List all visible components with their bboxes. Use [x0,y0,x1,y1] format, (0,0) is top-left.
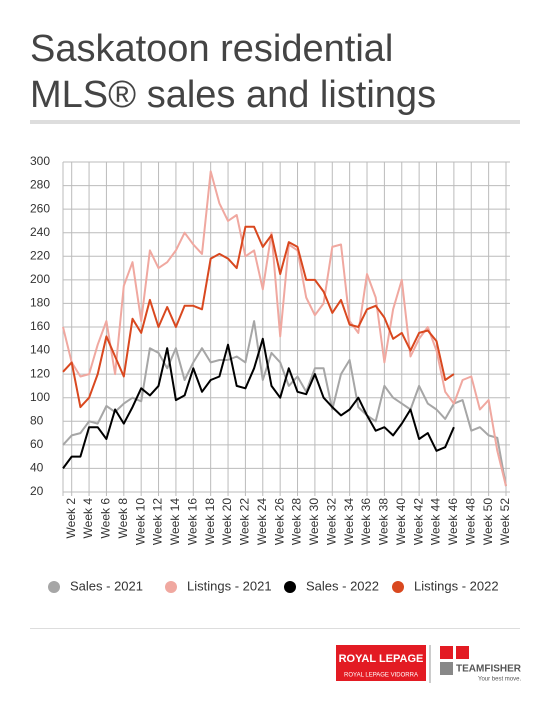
x-tick-label: Week 30 [307,498,321,545]
x-tick-label: Week 50 [481,498,495,545]
legend-marker [392,581,404,593]
x-tick-label: Week 6 [99,498,113,539]
x-tick-label: Week 16 [185,498,199,545]
x-tick-label: Week 34 [342,498,356,545]
legend-marker [165,581,177,593]
y-tick-label: 260 [30,201,50,215]
y-tick-label: 40 [30,461,44,475]
series-line [62,337,455,469]
team-icon [440,646,453,659]
brand-logo [336,645,426,681]
x-tick-label: Week 42 [411,498,425,545]
x-tick-label: Week 4 [81,498,95,539]
y-tick-label: 200 [30,272,50,286]
series-line [62,225,455,409]
chart-title: Saskatoon residential MLS® sales and lis… [30,28,437,116]
series-line [62,170,507,487]
legend-label: Sales - 2021 [70,578,143,593]
y-tick-label: 240 [30,225,50,239]
x-tick-label: Week 40 [394,498,408,545]
x-tick-label: Week 22 [238,498,252,545]
x-tick-label: Week 8 [116,498,130,539]
x-tick-label: Week 36 [359,498,373,545]
office: ROYAL LEPAGE VIDORRA [344,673,418,679]
x-tick-label: Week 48 [463,498,477,545]
legend-label: Sales - 2022 [306,578,379,593]
legend-marker [48,581,60,593]
x-tick-label: Week 52 [498,498,512,545]
x-tick-label: Week 46 [446,498,460,545]
y-tick-label: 280 [30,178,50,192]
y-tick-label: 140 [30,343,50,357]
bottom-rule [30,628,520,629]
team-icon [440,662,453,675]
x-tick-label: Week 14 [168,498,182,545]
legend-marker [284,581,296,593]
x-tick-label: Week 28 [290,498,304,545]
y-tick-label: 220 [30,248,50,262]
x-tick-label: Week 10 [133,498,147,545]
team-icon [456,646,469,659]
y-tick-label: 180 [30,296,50,310]
legend-label: Listings - 2022 [414,578,499,593]
x-tick-label: Week 24 [255,498,269,545]
x-tick-label: Week 38 [377,498,391,545]
x-tick-label: Week 18 [203,498,217,545]
x-tick-label: Week 44 [429,498,443,545]
legend-label: Listings - 2021 [187,578,272,593]
y-tick-label: 120 [30,366,50,380]
x-tick-label: Week 2 [64,498,78,539]
x-tick-label: Week 20 [220,498,234,545]
y-tick-label: 300 [30,154,50,168]
x-tick-label: Week 26 [272,498,286,545]
brand: ROYAL LEPAGE [339,653,424,665]
series-line [62,320,507,487]
y-tick-label: 20 [30,484,44,498]
top-rule [30,120,520,124]
x-tick-label: Week 32 [324,498,338,545]
tagline: Your best move. [478,677,521,683]
y-tick-label: 80 [30,413,44,427]
x-tick-label: Week 12 [151,498,165,545]
team: TEAMFISHER [456,664,522,675]
y-tick-label: 160 [30,319,50,333]
y-tick-label: 100 [30,390,50,404]
y-tick-label: 60 [30,437,44,451]
